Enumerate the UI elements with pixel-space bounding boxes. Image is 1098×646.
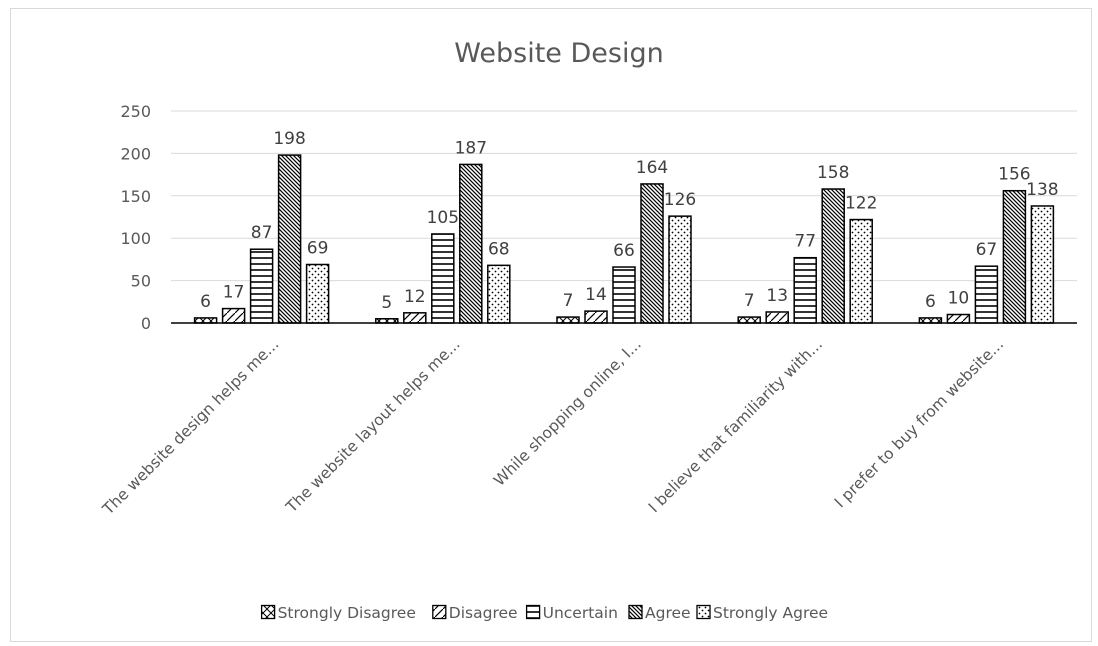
y-tick-label: 50	[131, 272, 151, 291]
category-label: I believe that familiarity with...	[645, 335, 826, 516]
y-tick-label: 0	[141, 314, 151, 333]
bar-disagree	[403, 312, 427, 324]
bar-agree	[459, 163, 483, 324]
legend-label: Agree	[645, 604, 691, 622]
category-label: The website design helps me...	[99, 335, 283, 519]
category-label: The website layout helps me...	[282, 335, 464, 517]
data-label: 164	[636, 158, 668, 178]
bar-agree	[640, 183, 664, 324]
legend-label: Strongly Agree	[713, 604, 828, 622]
bar-strongly-agree	[849, 218, 873, 324]
bar-strongly-disagree	[556, 316, 580, 324]
data-label: 67	[976, 240, 998, 260]
bar-strongly-disagree	[193, 317, 218, 324]
chart-area: Website Design 0 50 100 150 200 250 6 17 87 198 6…	[10, 8, 1092, 642]
bar-agree	[1002, 189, 1027, 324]
chart-title: Website Design	[454, 38, 663, 69]
data-label: 14	[585, 285, 607, 305]
y-axis: 0 50 100 150 200 250	[120, 102, 151, 333]
data-label: 69	[307, 238, 329, 258]
data-label: 187	[455, 138, 487, 158]
data-label: 6	[925, 292, 936, 312]
legend-swatch	[628, 604, 643, 620]
bar-strongly-agree	[668, 215, 692, 324]
legend-swatch	[525, 604, 541, 620]
bar-strongly-agree	[1030, 205, 1055, 324]
bar-uncertain	[612, 266, 636, 324]
bar-strongly-agree	[487, 264, 511, 324]
legend-swatch	[696, 604, 711, 620]
data-label: 105	[427, 208, 459, 228]
data-label: 7	[744, 291, 755, 311]
data-label: 77	[794, 232, 816, 252]
data-label: 7	[563, 291, 574, 311]
y-tick-label: 250	[120, 102, 151, 121]
y-tick-label: 200	[120, 144, 151, 163]
bar-strongly-disagree	[918, 317, 943, 324]
bar-disagree	[765, 311, 789, 324]
bar-disagree	[221, 307, 246, 324]
data-label: 68	[488, 239, 510, 259]
bar-strongly-disagree	[737, 316, 761, 324]
data-label: 17	[223, 283, 245, 303]
data-label: 13	[766, 286, 788, 306]
bar-agree	[821, 188, 845, 324]
data-label: 66	[613, 241, 635, 261]
x-axis: The website design helps me... The websit…	[99, 335, 1008, 519]
data-label: 158	[817, 163, 849, 183]
bars	[193, 154, 1055, 324]
category-label: While shopping online, I...	[490, 335, 645, 490]
data-label: 122	[845, 194, 877, 214]
y-tick-label: 100	[120, 229, 151, 248]
data-label: 5	[381, 293, 392, 313]
legend-swatch	[432, 604, 447, 620]
data-label: 198	[273, 129, 305, 149]
bar-uncertain	[974, 265, 999, 324]
data-label: 87	[251, 223, 273, 243]
gridlines	[171, 110, 1077, 282]
bar-uncertain	[793, 256, 817, 324]
bar-strongly-agree	[305, 263, 330, 324]
y-tick-label: 150	[120, 187, 151, 206]
legend-swatch	[260, 604, 276, 620]
legend-label: Strongly Disagree	[278, 604, 416, 622]
bar-uncertain	[431, 233, 455, 324]
data-label: 126	[664, 190, 696, 210]
legend-label: Disagree	[449, 604, 518, 622]
bar-disagree	[946, 313, 971, 324]
data-label: 12	[404, 287, 426, 307]
bar-agree	[277, 154, 302, 324]
bar-disagree	[584, 310, 608, 324]
data-label: 6	[200, 292, 211, 312]
data-label: 10	[948, 289, 970, 309]
legend: Strongly Disagree Disagree Uncertain Agree S…	[260, 604, 828, 622]
legend-label: Uncertain	[543, 604, 618, 622]
bar-uncertain	[249, 248, 274, 324]
data-labels: 6 17 87 198 69 5 12 105 187 68 7 14 66 164 126 7 13 77 158…	[200, 129, 1058, 313]
data-label: 138	[1026, 180, 1058, 200]
category-label: I prefer to buy from website...	[831, 335, 1007, 511]
data-label: 156	[998, 165, 1030, 185]
